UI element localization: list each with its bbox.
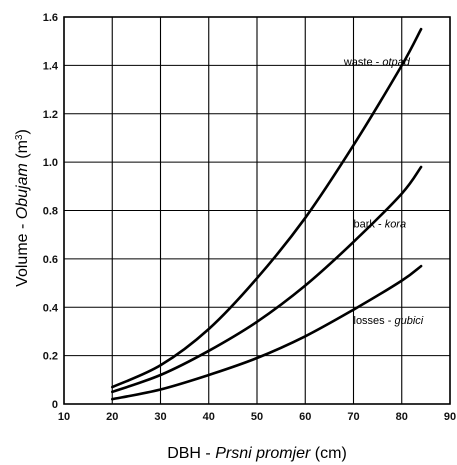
y-tick-label-1: 0.2 xyxy=(43,351,58,363)
series-line-1 xyxy=(111,165,423,394)
y-tick-label-0: 0 xyxy=(52,399,58,411)
x-tick-label-7: 80 xyxy=(396,411,408,423)
series-label-1: bark - kora xyxy=(354,218,407,230)
series-line-0 xyxy=(111,27,423,389)
x-axis-label: DBH - Prsni promjer (cm) xyxy=(167,445,347,462)
y-tick-label-2: 0.4 xyxy=(43,302,59,314)
x-tick-label-1: 20 xyxy=(106,411,118,423)
tick-labels: 10 20 30 40 50 60 70 80 90 0 0.2 0.4 0.6 0.8 1.0 1.2 1.4… xyxy=(43,12,456,423)
x-tick-label-0: 10 xyxy=(58,411,70,423)
x-tick-label-4: 50 xyxy=(251,411,263,423)
series-labels: waste - otpad bark - kora losses - gubici xyxy=(343,56,424,327)
y-tick-label-4: 0.8 xyxy=(43,206,58,218)
y-tick-label-7: 1.4 xyxy=(43,60,59,72)
series-label-2: losses - gubici xyxy=(354,315,424,327)
x-tick-label-6: 70 xyxy=(347,411,359,423)
x-tick-label-5: 60 xyxy=(299,411,311,423)
y-tick-label-5: 1.0 xyxy=(43,157,58,169)
plot-frame xyxy=(63,16,451,405)
y-axis-label: Volume - Obujam (m3) xyxy=(14,129,32,287)
y-tick-label-3: 0.6 xyxy=(43,254,58,266)
grid xyxy=(63,16,451,405)
y-tick-label-6: 1.2 xyxy=(43,109,58,121)
y-tick-label-8: 1.6 xyxy=(43,12,58,24)
series-line-2 xyxy=(111,264,423,401)
series-label-0: waste - otpad xyxy=(343,56,411,68)
x-tick-label-8: 90 xyxy=(444,411,456,423)
x-tick-label-3: 40 xyxy=(203,411,215,423)
series-lines xyxy=(111,27,423,401)
x-tick-label-2: 30 xyxy=(154,411,166,423)
